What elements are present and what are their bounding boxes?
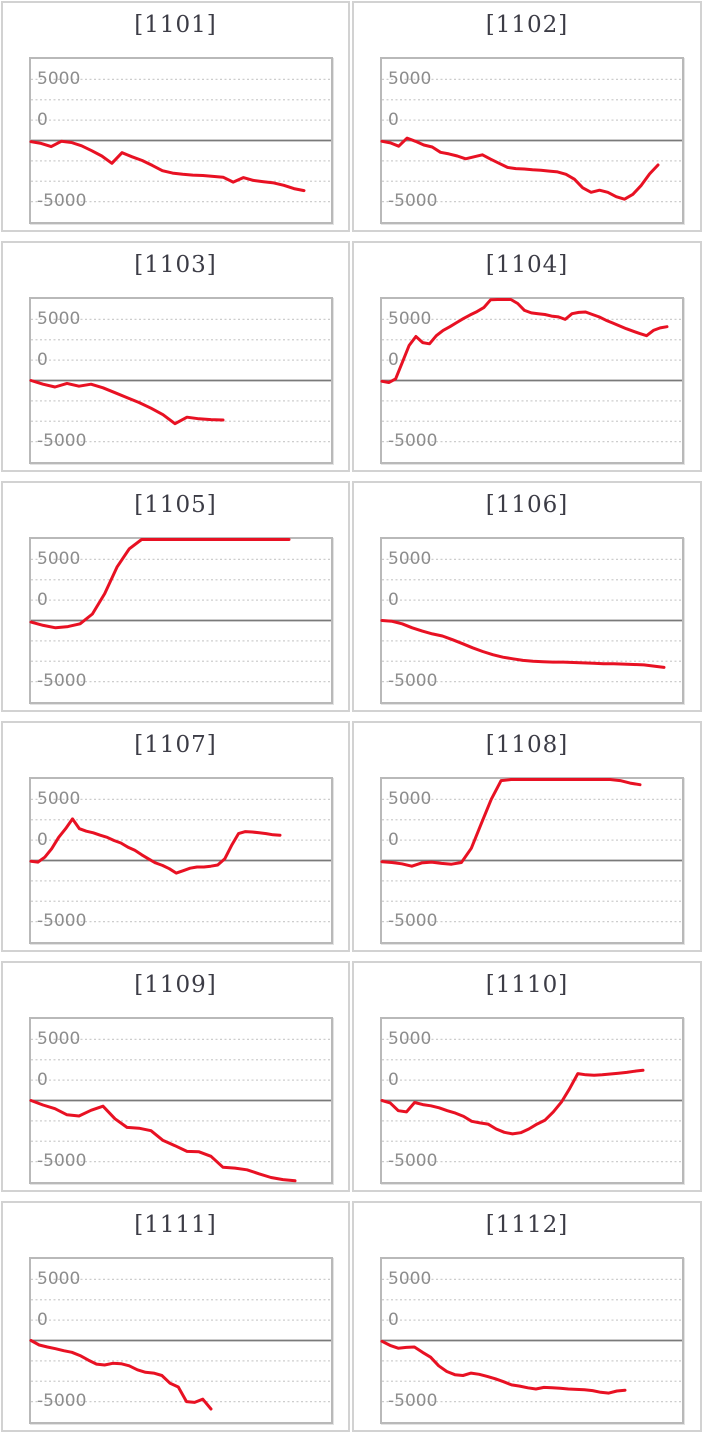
- y-axis-label: 0: [388, 350, 399, 370]
- plot-area: 5000 0 -5000: [380, 1017, 684, 1184]
- y-axis-label: 5000: [388, 69, 432, 89]
- chart-cell: [1105] 5000 0 -5000: [1, 481, 350, 712]
- chart-canvas: [380, 298, 682, 443]
- y-axis-label: 0: [388, 590, 399, 610]
- chart-cell: [1107] 5000 0 -5000: [1, 721, 350, 952]
- plot-area: 5000 0 -5000: [29, 1017, 333, 1184]
- y-axis-label: 5000: [37, 549, 81, 569]
- y-axis-label: 5000: [388, 789, 432, 809]
- chart-title: [1110]: [485, 972, 569, 998]
- chart-canvas: [29, 78, 331, 203]
- series-line: [380, 1339, 627, 1395]
- chart-canvas: [380, 1278, 682, 1403]
- chart-cell: [1104] 5000 0 -5000: [352, 241, 702, 472]
- chart-canvas: [29, 798, 331, 923]
- y-axis-label: 5000: [37, 69, 81, 89]
- y-axis-label: 5000: [388, 549, 432, 569]
- chart-canvas: [29, 1278, 331, 1411]
- chart-canvas: [380, 78, 682, 203]
- plot-area: 5000 0 -5000: [29, 777, 333, 944]
- y-axis-label: 0: [388, 830, 399, 850]
- y-axis-label: 0: [37, 350, 48, 370]
- y-axis-label: -5000: [37, 1391, 87, 1411]
- series-line: [29, 1099, 297, 1183]
- chart-title: [1107]: [134, 732, 217, 758]
- series-line: [29, 538, 291, 630]
- y-axis-label: 0: [388, 1070, 399, 1090]
- y-axis-label: 5000: [37, 309, 81, 329]
- chart-canvas: [380, 558, 682, 683]
- y-axis-label: 0: [388, 1310, 399, 1330]
- chart-cell: [1109] 5000 0 -5000: [1, 961, 350, 1192]
- y-axis-label: 0: [37, 1310, 48, 1330]
- chart-cell: [1111] 5000 0 -5000: [1, 1201, 350, 1432]
- series-line: [380, 778, 642, 868]
- chart-cell: [1108] 5000 0 -5000: [352, 721, 702, 952]
- chart-title: [1111]: [134, 1212, 217, 1238]
- series-line: [380, 619, 666, 669]
- chart-cell: [1112] 5000 0 -5000: [352, 1201, 702, 1432]
- series-line: [29, 1339, 213, 1411]
- series-line: [380, 136, 660, 201]
- y-axis-label: 5000: [37, 1269, 81, 1289]
- series-line: [380, 1068, 645, 1136]
- chart-title: [1103]: [134, 252, 217, 278]
- y-axis-label: -5000: [37, 431, 87, 451]
- chart-cell: [1103] 5000 0 -5000: [1, 241, 350, 472]
- y-axis-label: -5000: [388, 1391, 438, 1411]
- y-axis-label: 0: [37, 1070, 48, 1090]
- chart-title: [1105]: [134, 492, 217, 518]
- chart-title: [1112]: [485, 1212, 569, 1238]
- chart-cell: [1106] 5000 0 -5000: [352, 481, 702, 712]
- plot-area: 5000 0 -5000: [29, 57, 333, 224]
- y-axis-label: 0: [37, 830, 48, 850]
- chart-title: [1104]: [485, 252, 569, 278]
- chart-title: [1106]: [485, 492, 569, 518]
- y-axis-label: 5000: [37, 1029, 81, 1049]
- chart-title: [1108]: [485, 732, 569, 758]
- chart-canvas: [29, 538, 331, 683]
- y-axis-label: 5000: [37, 789, 81, 809]
- y-axis-label: 0: [37, 110, 48, 130]
- chart-canvas: [380, 1038, 682, 1163]
- chart-canvas: [29, 1038, 331, 1183]
- plot-area: 5000 0 -5000: [380, 537, 684, 704]
- chart-cell: [1102] 5000 0 -5000: [352, 1, 702, 232]
- series-line: [29, 379, 225, 426]
- y-axis-label: -5000: [388, 431, 438, 451]
- plot-area: 5000 0 -5000: [29, 297, 333, 464]
- chart-title: [1101]: [134, 12, 217, 38]
- plot-area: 5000 0 -5000: [380, 57, 684, 224]
- chart-title: [1102]: [485, 12, 569, 38]
- y-axis-label: 5000: [388, 1029, 432, 1049]
- plot-area: 5000 0 -5000: [380, 1257, 684, 1424]
- plot-area: 5000 0 -5000: [29, 1257, 333, 1424]
- y-axis-label: -5000: [388, 191, 438, 211]
- y-axis-label: 0: [388, 110, 399, 130]
- y-axis-label: -5000: [37, 671, 87, 691]
- y-axis-label: -5000: [388, 671, 438, 691]
- chart-canvas: [29, 318, 331, 443]
- chart-canvas: [380, 778, 682, 923]
- y-axis-label: 5000: [388, 1269, 432, 1289]
- series-line: [29, 139, 306, 193]
- plot-area: 5000 0 -5000: [380, 777, 684, 944]
- y-axis-label: -5000: [37, 1151, 87, 1171]
- y-axis-label: -5000: [388, 1151, 438, 1171]
- chart-cell: [1110] 5000 0 -5000: [352, 961, 702, 1192]
- y-axis-label: 0: [37, 590, 48, 610]
- chart-cell: [1101] 5000 0 -5000: [1, 1, 350, 232]
- plot-area: 5000 0 -5000: [29, 537, 333, 704]
- y-axis-label: 5000: [388, 309, 432, 329]
- y-axis-label: -5000: [37, 191, 87, 211]
- plot-area: 5000 0 -5000: [380, 297, 684, 464]
- series-line: [380, 298, 669, 384]
- y-axis-label: -5000: [37, 911, 87, 931]
- series-line: [29, 817, 282, 875]
- y-axis-label: -5000: [388, 911, 438, 931]
- chart-title: [1109]: [134, 972, 217, 998]
